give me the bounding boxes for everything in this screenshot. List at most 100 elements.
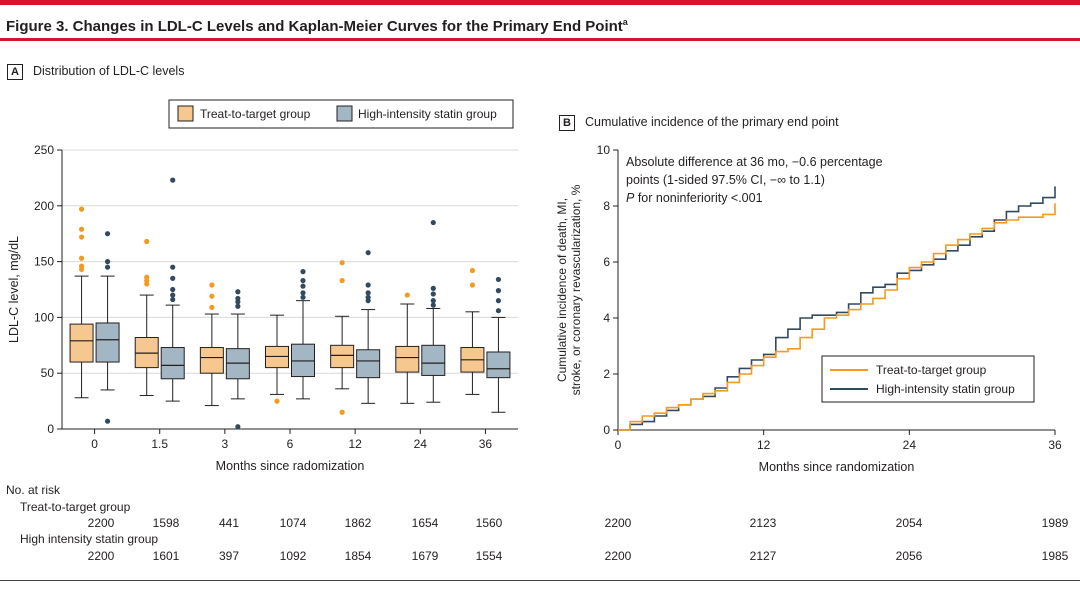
- outlier-point: [104, 231, 111, 237]
- x-tick-label: 24: [903, 438, 917, 452]
- panel-a-letter: A: [7, 64, 23, 80]
- box-iqr: [486, 351, 511, 379]
- risk-count-panel-a: 1679: [411, 549, 439, 563]
- y-tick-label: 0: [47, 422, 54, 436]
- risk-count-panel-b: 2200: [604, 516, 632, 530]
- y-tick-label: 150: [34, 255, 54, 269]
- outlier-point: [365, 294, 371, 300]
- risk-group-label: High intensity statin group: [20, 532, 159, 546]
- top-accent-bar: [0, 0, 1080, 5]
- box-iqr: [330, 344, 355, 369]
- risk-count-panel-a: 1074: [279, 516, 307, 530]
- y-tick-label: 10: [597, 143, 611, 157]
- y-axis-title: LDL-C level, mg/dL: [7, 236, 21, 343]
- legend-swatch-treat: [177, 105, 194, 122]
- legend-label-treat: Treat-to-target group: [200, 107, 311, 121]
- legend-frame: [821, 355, 1035, 403]
- risk-count-panel-a: 1654: [411, 516, 439, 530]
- risk-count-panel-b: 1989: [1041, 516, 1069, 530]
- title-rule: [0, 38, 1080, 41]
- outlier-point: [300, 277, 306, 284]
- x-tick-label: 1.5: [151, 437, 168, 451]
- y-tick-label: 8: [603, 199, 610, 213]
- y-tick-label: 100: [34, 310, 54, 324]
- x-tick-label: 0: [615, 438, 622, 452]
- outlier-point: [170, 275, 176, 281]
- outlier-point: [430, 302, 436, 308]
- outlier-point: [78, 255, 85, 261]
- annotation-p-symbol: P: [626, 191, 635, 205]
- plot-area: [62, 150, 518, 429]
- outlier-point: [339, 277, 345, 284]
- outlier-point: [430, 298, 436, 304]
- legend-label-treat: Treat-to-target group: [876, 363, 987, 377]
- outlier-point: [104, 259, 111, 265]
- risk-count-panel-a: 1554: [475, 549, 503, 563]
- outlier-point: [235, 424, 241, 430]
- outlier-point: [170, 292, 176, 298]
- y-tick-label: 0: [603, 423, 610, 437]
- y-tick-label: 250: [34, 143, 54, 157]
- outlier-point: [78, 226, 85, 232]
- risk-count-panel-b: 2054: [895, 516, 923, 530]
- risk-count-panel-a: 1854: [344, 549, 372, 563]
- y-tick-label: 200: [34, 199, 54, 213]
- outlier-point: [495, 288, 502, 294]
- y-tick-label: 6: [603, 255, 610, 269]
- outlier-point: [300, 269, 306, 275]
- risk-count-panel-a: 2200: [87, 549, 115, 563]
- x-axis-title: Months since randomization: [759, 460, 915, 474]
- annotation-line-1: Absolute difference at 36 mo, −0.6 perce…: [626, 155, 883, 169]
- panel-b-title: Cumulative incidence of the primary end …: [585, 115, 839, 129]
- outlier-point: [235, 303, 241, 309]
- x-axis-title: Months since radomization: [216, 459, 365, 473]
- y-axis-title-line1: Cumulative incidence of death, MI,: [555, 198, 569, 382]
- annotation-line-2: points (1-sided 97.5% CI, −∞ to 1.1): [626, 173, 825, 187]
- outlier-point: [430, 291, 436, 297]
- number-at-risk-table: No. at risk Treat-to-target group 2200 1598…: [0, 483, 1080, 573]
- box-iqr: [395, 345, 420, 373]
- outlier-point: [339, 409, 345, 415]
- outlier-point: [495, 276, 502, 283]
- y-tick-label: 4: [603, 311, 610, 325]
- outlier-point: [404, 292, 410, 298]
- box-iqr: [356, 349, 381, 379]
- outlier-point: [274, 398, 280, 404]
- box-iqr: [69, 323, 94, 363]
- bottom-rule: [0, 580, 1080, 581]
- legend-label-high: High-intensity statin group: [358, 107, 497, 121]
- risk-count-panel-a: 1598: [152, 516, 180, 530]
- figure-title-text: Figure 3. Changes in LDL-C Levels and Ka…: [6, 18, 623, 35]
- risk-count-panel-b: 2056: [895, 549, 923, 563]
- outlier-point: [300, 294, 306, 300]
- annotation-p-text: for noninferiority <.001: [634, 191, 762, 205]
- risk-count-panel-a: 1560: [475, 516, 503, 530]
- risk-count-panel-b: 2123: [749, 516, 777, 530]
- outlier-point: [365, 282, 371, 288]
- outlier-point: [430, 219, 436, 226]
- outlier-point: [365, 250, 371, 256]
- outlier-point: [235, 289, 241, 295]
- figure-title: Figure 3. Changes in LDL-C Levels and Ka…: [6, 17, 628, 35]
- box-iqr: [160, 347, 185, 380]
- risk-count-panel-a: 441: [218, 516, 240, 530]
- x-tick-label: 0: [91, 437, 98, 451]
- risk-count-panel-b: 1985: [1041, 549, 1069, 563]
- risk-count-panel-a: 1862: [344, 516, 372, 530]
- risk-count-panel-a: 1601: [152, 549, 180, 563]
- outlier-point: [430, 285, 436, 291]
- outlier-point: [78, 206, 85, 212]
- figure-title-footnote-mark: a: [622, 17, 628, 27]
- outlier-point: [209, 293, 215, 299]
- outlier-point: [469, 282, 476, 288]
- outlier-point: [78, 234, 85, 240]
- x-tick-label: 36: [1048, 438, 1062, 452]
- y-axis-title-line2: stroke, or coronary revascularization, %: [569, 184, 583, 395]
- risk-table-title: No. at risk: [6, 483, 61, 497]
- x-tick-label: 3: [222, 437, 229, 451]
- outlier-point: [469, 267, 476, 274]
- risk-count-panel-a: 1092: [279, 549, 307, 563]
- outlier-point: [78, 263, 85, 269]
